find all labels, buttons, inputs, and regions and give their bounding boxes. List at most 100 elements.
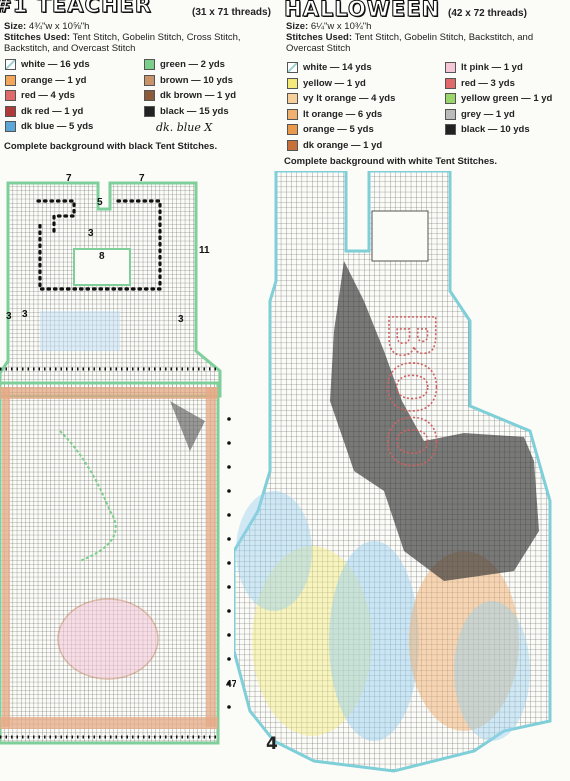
halloween-legend-item: white — 14 yds bbox=[287, 62, 372, 73]
margin-dot bbox=[227, 633, 231, 637]
halloween-legend-item: dk orange — 1 yd bbox=[287, 139, 383, 151]
brown-band-top bbox=[0, 387, 218, 399]
legend-label: orange — 1 yd bbox=[21, 74, 87, 86]
chart-mark-number: 3 bbox=[178, 314, 184, 325]
chart-mark-number: 3 bbox=[22, 309, 28, 320]
size-value: 6¼"w x 10¾"h bbox=[310, 21, 372, 32]
chart-mark-number: 47 bbox=[226, 679, 236, 690]
chart-mark-number: 11 bbox=[199, 245, 210, 256]
halloween-legend-item: black — 10 yds bbox=[445, 124, 530, 135]
legend-label: black — 10 yds bbox=[461, 124, 530, 135]
brown-band-right bbox=[206, 387, 216, 727]
size-label: Size: bbox=[286, 21, 309, 32]
margin-dot bbox=[227, 657, 231, 661]
chart-mark-number: 7 bbox=[66, 173, 72, 184]
dark-triangle bbox=[170, 401, 205, 451]
chart-mark-number: 8 bbox=[99, 251, 105, 262]
boo-letters: BOO bbox=[373, 311, 447, 469]
teacher-body bbox=[0, 381, 220, 745]
legend-label: white — 16 yds bbox=[21, 59, 90, 70]
teacher-thread-count: (31 x 71 threads) bbox=[192, 7, 271, 18]
color-swatch-icon bbox=[144, 59, 155, 70]
teacher-legend-item: orange — 1 yd bbox=[5, 74, 87, 86]
color-swatch-icon bbox=[144, 90, 155, 101]
legend-label: black — 15 yds bbox=[160, 105, 229, 117]
halloween-legend-item: lt pink — 1 yd bbox=[445, 62, 523, 73]
brown-band-bottom bbox=[0, 717, 218, 729]
chart-mark-number: 3 bbox=[6, 311, 12, 322]
handle-hole bbox=[73, 248, 131, 286]
color-swatch-icon bbox=[287, 77, 298, 89]
stitches-label: Stitches Used: bbox=[286, 32, 352, 43]
orange-pumpkin bbox=[409, 551, 519, 731]
teacher-legend-item: black — 15 yds bbox=[144, 105, 229, 117]
color-swatch-icon bbox=[287, 108, 298, 120]
black-stitch-outline bbox=[36, 199, 162, 291]
handle-hole bbox=[371, 210, 429, 262]
stitches-value: Tent Stitch, Gobelin Stitch, Backstitch,… bbox=[286, 32, 534, 54]
size-label: Size: bbox=[4, 21, 27, 32]
halloween-title: HALLOWEEN bbox=[283, 0, 441, 22]
color-swatch-icon bbox=[445, 93, 456, 104]
color-swatch-icon bbox=[144, 105, 155, 117]
halloween-meta: Size: 6¼"w x 10¾"h Stitches Used: Tent S… bbox=[286, 21, 556, 54]
teacher-legend-item: dk brown — 1 yd bbox=[144, 90, 236, 101]
blue-pumpkin-2 bbox=[454, 601, 530, 741]
margin-dot bbox=[227, 441, 231, 445]
pastel-area-1 bbox=[40, 311, 120, 351]
black-cat bbox=[330, 261, 539, 581]
chart-mark-number: 7 bbox=[139, 173, 145, 184]
blue-pumpkin-3 bbox=[236, 491, 312, 611]
margin-dot bbox=[227, 585, 231, 589]
color-swatch-icon bbox=[144, 74, 155, 86]
halloween-legend-item: yellow — 1 yd bbox=[287, 77, 366, 89]
legend-label: lt orange — 6 yds bbox=[303, 108, 383, 120]
margin-dot bbox=[227, 465, 231, 469]
color-swatch-icon bbox=[445, 62, 456, 73]
legend-label: dk blue — 5 yds bbox=[21, 121, 94, 132]
legend-label: grey — 1 yd bbox=[461, 108, 515, 120]
color-swatch-icon bbox=[445, 124, 456, 135]
color-swatch-icon bbox=[287, 139, 298, 151]
halloween-legend-item: vy lt orange — 4 yds bbox=[287, 93, 395, 104]
chart-mark-number: 3 bbox=[88, 228, 94, 239]
legend-label: dk brown — 1 yd bbox=[160, 90, 237, 101]
legend-label: green — 2 yds bbox=[160, 59, 225, 70]
teacher-legend-item: dk blue — 5 yds bbox=[5, 121, 93, 132]
halloween-legend-item: red — 3 yds bbox=[445, 77, 515, 89]
chart-mark-number: 5 bbox=[97, 197, 103, 208]
blue-pumpkin-1 bbox=[329, 541, 419, 741]
legend-label: lt pink — 1 yd bbox=[461, 62, 523, 73]
halloween-instruction: Complete background with white Tent Stit… bbox=[284, 156, 498, 167]
color-swatch-icon bbox=[5, 74, 16, 86]
margin-dot bbox=[227, 609, 231, 613]
teacher-top-shape bbox=[0, 181, 222, 398]
handwritten-note: dk. blue X bbox=[156, 121, 213, 134]
legend-label: vy lt orange — 4 yds bbox=[303, 93, 396, 104]
halloween-thread-count: (42 x 72 threads) bbox=[448, 8, 527, 19]
color-swatch-icon bbox=[287, 124, 298, 135]
stitches-value: Tent Stitch, Gobelin Stitch, Cross Stitc… bbox=[4, 32, 241, 54]
teacher-legend-item: brown — 10 yds bbox=[144, 74, 233, 86]
teacher-legend-item: green — 2 yds bbox=[144, 59, 225, 70]
stitches-label: Stitches Used: bbox=[4, 32, 70, 43]
margin-dot bbox=[227, 537, 231, 541]
color-swatch-icon bbox=[287, 62, 298, 73]
size-value: 4¾"w x 10⅝"h bbox=[28, 21, 90, 32]
margin-dot bbox=[227, 705, 231, 709]
color-swatch-icon bbox=[5, 90, 16, 101]
margin-dot bbox=[227, 489, 231, 493]
green-leaf-outline bbox=[59, 430, 117, 562]
legend-label: red — 3 yds bbox=[461, 77, 515, 89]
color-swatch-icon bbox=[5, 59, 16, 70]
margin-dot bbox=[227, 561, 231, 565]
color-swatch-icon bbox=[445, 77, 456, 89]
legend-label: dk orange — 1 yd bbox=[303, 139, 383, 151]
teacher-meta: Size: 4¾"w x 10⅝"h Stitches Used: Tent S… bbox=[4, 21, 266, 54]
halloween-legend-item: yellow green — 1 yd bbox=[445, 93, 552, 104]
margin-dot bbox=[227, 513, 231, 517]
legend-label: yellow — 1 yd bbox=[303, 77, 366, 89]
legend-label: white — 14 yds bbox=[303, 62, 372, 73]
teacher-title: #1 TEACHER bbox=[0, 0, 152, 18]
teacher-stitch-chart: 757338113347 bbox=[0, 173, 236, 745]
